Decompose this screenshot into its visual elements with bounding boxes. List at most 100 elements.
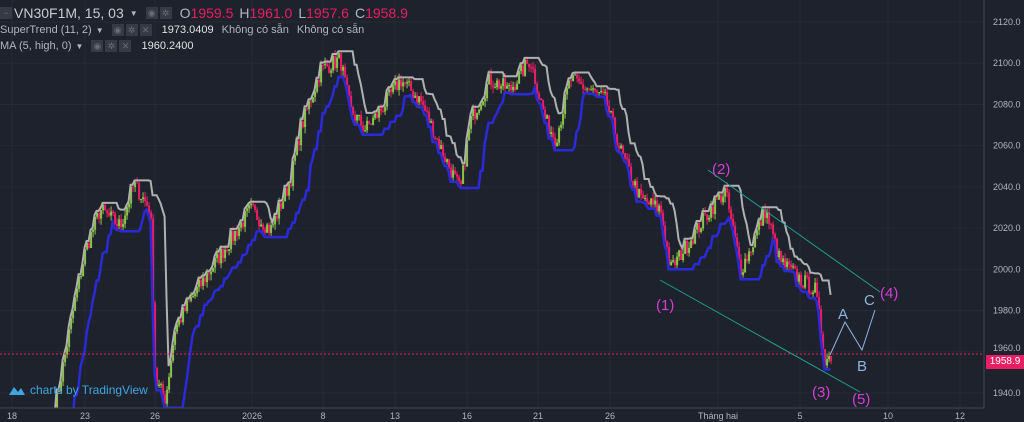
- candle-body: [652, 198, 655, 205]
- candle-body: [654, 200, 657, 205]
- time-tick-label: 23: [80, 411, 90, 421]
- candle-body: [486, 84, 489, 99]
- candle-body: [760, 221, 763, 226]
- candle-body: [326, 63, 329, 67]
- candle-body: [680, 250, 683, 260]
- tradingview-watermark[interactable]: charts by TradingView: [8, 383, 148, 397]
- candle-body: [732, 218, 735, 226]
- candle-body: [648, 202, 651, 205]
- chevron-down-icon[interactable]: ▼: [95, 25, 104, 35]
- close-icon[interactable]: ✕: [139, 24, 152, 36]
- candle-body: [154, 302, 157, 369]
- price-axis: [984, 0, 1024, 422]
- candle-body: [178, 319, 181, 325]
- candle-body: [446, 159, 449, 162]
- candle-body: [364, 130, 367, 132]
- candle-body: [798, 274, 801, 282]
- ma-label[interactable]: MA (5, high, 0): [0, 40, 72, 52]
- candle-body: [536, 83, 539, 94]
- candle-body: [702, 213, 705, 229]
- candle-body: [484, 98, 487, 102]
- candle-body: [770, 223, 773, 225]
- candle-body: [728, 192, 731, 210]
- candle-body: [520, 65, 523, 72]
- candle-body: [210, 271, 213, 275]
- candle-body: [628, 158, 631, 167]
- candle-body: [512, 86, 515, 91]
- gear-icon[interactable]: ✲: [105, 40, 118, 52]
- candle-body: [354, 115, 357, 121]
- candle-body: [542, 100, 545, 110]
- candle-body: [266, 224, 269, 233]
- candle-body: [684, 240, 687, 254]
- chevron-down-icon[interactable]: ▼: [129, 8, 138, 18]
- wave-label: (1): [656, 297, 674, 314]
- time-tick-label: 5: [797, 411, 802, 421]
- candle-body: [380, 108, 383, 111]
- candle-body: [826, 359, 829, 366]
- candle-body: [616, 134, 619, 146]
- candle-body: [304, 108, 307, 128]
- candle-body: [726, 187, 729, 193]
- collapse-icon[interactable]: −: [0, 7, 12, 19]
- candle-body: [522, 65, 525, 76]
- candle-body: [748, 251, 751, 262]
- candle-body: [462, 165, 465, 184]
- candle-body: [574, 74, 577, 76]
- candle-body: [498, 80, 501, 89]
- candle-body: [392, 85, 395, 93]
- gear-icon[interactable]: ✲: [159, 7, 172, 19]
- close-value: 1958.9: [365, 5, 408, 21]
- candle-body: [440, 145, 443, 149]
- symbol-title[interactable]: VN30F1M, 15, 03: [14, 5, 124, 21]
- candle-body: [76, 288, 79, 298]
- candle-body: [366, 120, 369, 131]
- candle-body: [252, 203, 255, 206]
- eye-icon[interactable]: ◉: [145, 7, 158, 19]
- candle-body: [668, 246, 671, 266]
- candle-body: [350, 95, 353, 107]
- candle-body: [416, 95, 419, 103]
- candle-body: [820, 309, 823, 334]
- eye-icon[interactable]: ◉: [111, 24, 124, 36]
- candle-body: [610, 111, 613, 113]
- candle-body: [662, 212, 665, 226]
- candle-body: [376, 113, 379, 118]
- candle-body: [738, 247, 741, 260]
- na-value: Không có sẵn: [296, 24, 365, 36]
- chevron-down-icon[interactable]: ▼: [75, 41, 84, 51]
- candle-body: [428, 111, 431, 123]
- candle-body: [334, 56, 337, 68]
- candle-body: [156, 368, 159, 387]
- last-price-tag: 1958.9: [986, 355, 1024, 369]
- candle-body: [406, 82, 409, 84]
- time-axis: [0, 408, 1024, 422]
- candle-body: [58, 391, 61, 393]
- candle-body: [90, 231, 93, 248]
- gear-icon[interactable]: ✲: [125, 24, 138, 36]
- candle-body: [828, 356, 831, 360]
- candle-body: [756, 229, 759, 236]
- candle-body: [608, 106, 611, 113]
- wave-label: (5): [852, 391, 870, 408]
- candle-body: [88, 243, 91, 248]
- candle-body: [280, 202, 283, 209]
- candle-body: [490, 74, 493, 86]
- time-tick-label: 8: [320, 411, 325, 421]
- candle-body: [106, 210, 109, 213]
- close-icon[interactable]: ✕: [119, 40, 132, 52]
- candle-body: [794, 266, 797, 269]
- candle-body: [328, 66, 331, 73]
- candle-body: [384, 106, 387, 112]
- candle-body: [214, 258, 217, 268]
- candle-body: [518, 71, 521, 84]
- eye-icon[interactable]: ◉: [91, 40, 104, 52]
- candle-body: [208, 273, 211, 275]
- candle-body: [306, 108, 309, 110]
- price-tick-label: 1940.0: [993, 388, 1021, 398]
- candle-body: [802, 285, 805, 288]
- candle-body: [68, 329, 71, 347]
- candle-body: [452, 170, 455, 178]
- supertrend-label[interactable]: SuperTrend (11, 2): [0, 24, 92, 36]
